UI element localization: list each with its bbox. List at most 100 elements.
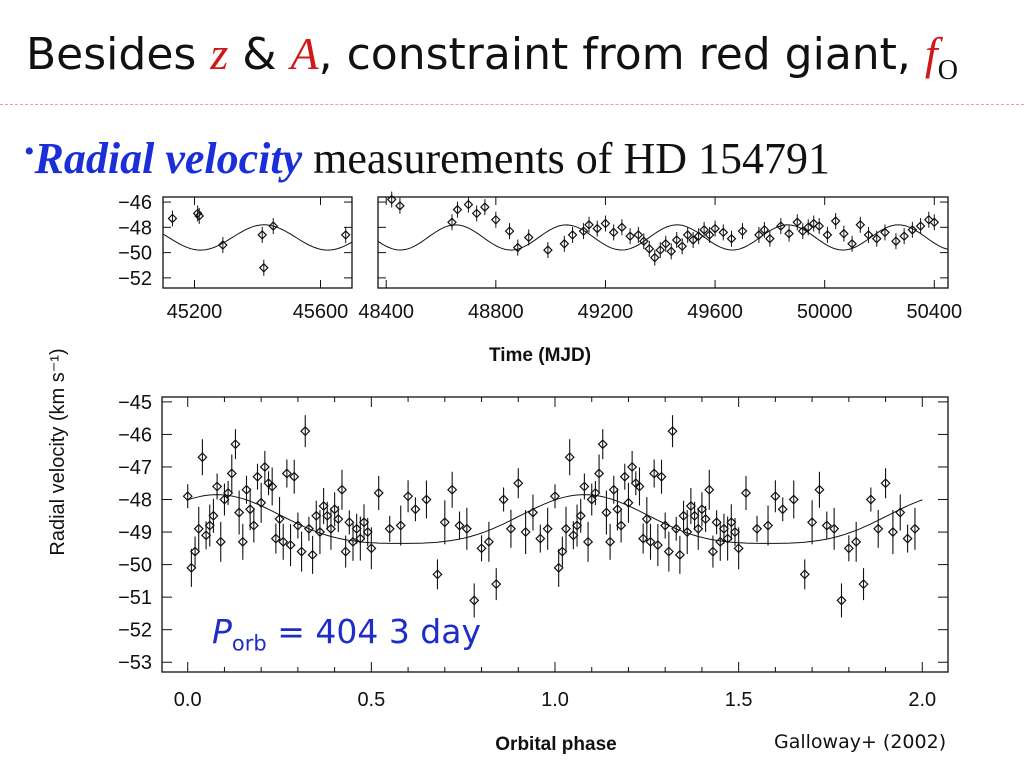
data-point xyxy=(358,517,370,528)
data-point xyxy=(689,510,700,521)
data-point xyxy=(257,230,268,240)
data-point xyxy=(682,230,693,240)
data-point xyxy=(311,510,322,521)
data-point xyxy=(597,439,608,450)
x-tick-label: 0.5 xyxy=(357,689,385,711)
title-middle: , constraint from red giant, xyxy=(318,29,925,80)
bullet-emphasis: Radial velocity xyxy=(34,134,303,183)
data-point xyxy=(523,232,534,243)
data-point xyxy=(241,484,252,495)
data-point xyxy=(340,546,351,557)
data-point xyxy=(612,504,623,515)
title-var-f-subscript: O xyxy=(937,54,958,86)
data-point xyxy=(373,487,384,499)
data-point xyxy=(248,520,259,531)
data-point xyxy=(671,523,682,534)
data-point xyxy=(656,471,667,482)
data-point xyxy=(693,523,704,534)
x-tick-label: 2.0 xyxy=(908,689,936,711)
data-point xyxy=(296,546,307,557)
data-point xyxy=(765,233,775,244)
data-point xyxy=(625,231,635,242)
data-point xyxy=(201,530,212,541)
data-point xyxy=(237,536,248,547)
data-point xyxy=(605,536,616,547)
data-point xyxy=(197,452,208,463)
data-point xyxy=(754,230,764,240)
data-point xyxy=(208,510,219,521)
data-point xyxy=(347,536,359,547)
data-point xyxy=(230,439,241,450)
data-point xyxy=(729,527,741,538)
data-point xyxy=(512,242,523,253)
data-point xyxy=(480,202,490,212)
data-point xyxy=(847,238,857,249)
data-point xyxy=(693,231,704,242)
data-point xyxy=(808,218,819,229)
data-point xyxy=(619,471,630,482)
data-point xyxy=(803,222,814,233)
data-point xyxy=(733,543,744,554)
data-point xyxy=(715,536,726,547)
data-point xyxy=(314,527,325,538)
y-tick-label: −51 xyxy=(118,587,152,609)
data-point xyxy=(660,520,671,531)
data-point xyxy=(344,517,355,528)
data-point xyxy=(807,517,818,528)
data-point xyxy=(307,549,318,560)
data-point xyxy=(476,543,487,554)
data-point xyxy=(513,478,524,489)
data-point xyxy=(660,238,671,249)
data-point xyxy=(775,221,786,231)
title-var-f: f xyxy=(924,28,938,79)
x-tick-label: 45600 xyxy=(293,301,349,323)
data-point xyxy=(325,523,337,534)
data-point xyxy=(821,520,832,531)
data-point xyxy=(737,226,748,236)
period-value: = 404 3 day xyxy=(266,612,482,651)
phase-folded-chart: −45 −46 −47 −48 −49 −50 −51 −52 −53 0.0 0.5 1.0 1.5 2… xyxy=(118,392,949,711)
data-point xyxy=(674,549,685,560)
data-point xyxy=(839,228,849,239)
data-point xyxy=(568,530,579,541)
bullet-marker: • xyxy=(24,135,35,168)
data-point xyxy=(557,546,568,557)
data-point xyxy=(784,228,794,239)
data-point xyxy=(685,500,696,512)
data-point xyxy=(463,199,474,210)
data-point xyxy=(696,504,707,515)
data-point xyxy=(267,481,278,492)
data-point xyxy=(549,491,561,502)
y-tick-label: −52 xyxy=(118,620,152,642)
x-tick-label: 48800 xyxy=(468,301,524,323)
data-point xyxy=(226,468,237,479)
data-point xyxy=(505,523,516,534)
data-point xyxy=(871,233,882,244)
data-point xyxy=(814,221,825,231)
data-point xyxy=(259,461,270,473)
x-tick-label: 45200 xyxy=(167,301,223,323)
data-point xyxy=(855,219,866,230)
x-tick-label: 0.0 xyxy=(174,689,202,711)
data-point xyxy=(759,225,770,235)
bullet-point: •Radial velocity measurements of HD 1547… xyxy=(24,124,830,187)
data-point xyxy=(770,491,781,502)
data-point xyxy=(274,513,285,525)
data-point xyxy=(836,595,847,606)
data-point xyxy=(722,533,733,544)
data-point xyxy=(498,494,509,505)
data-point xyxy=(627,461,638,473)
data-point xyxy=(907,225,918,235)
data-point xyxy=(678,510,689,521)
data-point xyxy=(300,426,311,437)
data-point xyxy=(592,223,603,234)
data-point xyxy=(192,208,203,219)
data-point xyxy=(799,569,810,580)
data-point xyxy=(649,252,660,263)
data-point xyxy=(895,507,906,518)
data-point xyxy=(929,217,940,228)
data-point xyxy=(336,484,348,495)
data-point xyxy=(447,484,458,495)
data-point xyxy=(710,223,720,234)
data-point xyxy=(863,230,874,240)
